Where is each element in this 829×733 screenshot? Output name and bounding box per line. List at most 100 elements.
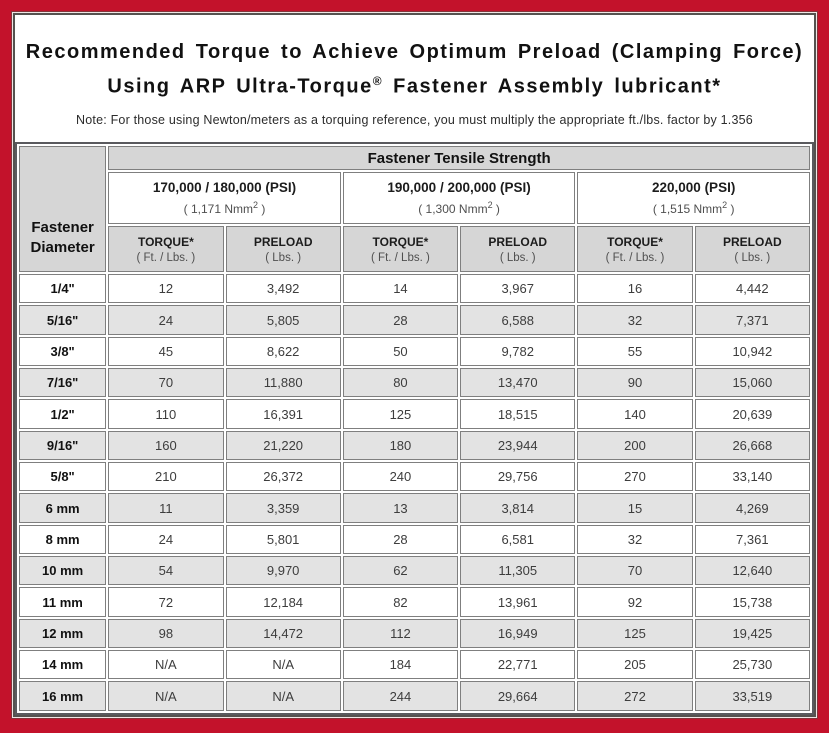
value-cell: 45 bbox=[108, 336, 224, 367]
fastener-diameter-header: Fastener Diameter bbox=[19, 146, 107, 272]
preload-column-header-2: PRELOAD ( Lbs. ) bbox=[460, 226, 576, 272]
value-cell: 112 bbox=[342, 618, 459, 649]
diameter-cell: 1/4" bbox=[19, 274, 107, 304]
value-cell: 15,060 bbox=[694, 368, 810, 398]
value-cell: 7,371 bbox=[694, 305, 810, 335]
value-cell: 205 bbox=[577, 650, 693, 680]
value-cell: 140 bbox=[577, 399, 693, 429]
nmm-sup-1: 2 bbox=[253, 200, 259, 210]
diameter-cell: 9/16" bbox=[19, 430, 107, 461]
value-cell: 10,942 bbox=[694, 336, 810, 367]
torque-unit-1: ( Ft. / Lbs. ) bbox=[136, 251, 196, 264]
value-cell: 125 bbox=[577, 618, 693, 649]
table-row: 12 mm 98 14,472 112 16,949 125 19,425 bbox=[19, 618, 810, 649]
value-cell: 4,269 bbox=[694, 493, 810, 523]
table-row: 16 mm N/A N/A 244 29,664 272 33,519 bbox=[19, 681, 810, 711]
table-row: 8 mm 24 5,801 28 6,581 32 7,361 bbox=[19, 524, 810, 555]
value-cell: 26,668 bbox=[694, 430, 810, 461]
value-cell: 3,967 bbox=[460, 274, 576, 304]
value-cell: 72 bbox=[108, 587, 224, 617]
table-row: 3/8" 45 8,622 50 9,782 55 10,942 bbox=[19, 336, 810, 367]
value-cell: 12,640 bbox=[694, 556, 810, 586]
value-cell: 70 bbox=[577, 556, 693, 586]
value-cell: 80 bbox=[342, 368, 459, 398]
value-cell: 240 bbox=[342, 462, 459, 492]
value-cell: 29,756 bbox=[460, 462, 576, 492]
value-cell: 3,359 bbox=[225, 493, 341, 523]
value-cell: 92 bbox=[577, 587, 693, 617]
torque-label-1: TORQUE* bbox=[137, 234, 194, 249]
value-cell: 16,949 bbox=[460, 618, 576, 649]
value-cell: 62 bbox=[342, 556, 459, 586]
table-row: 5/16" 24 5,805 28 6,588 32 7,371 bbox=[19, 305, 810, 335]
value-cell: 20,639 bbox=[694, 399, 810, 429]
value-cell: N/A bbox=[108, 650, 224, 680]
value-cell: 21,220 bbox=[225, 430, 341, 461]
tensile-strength-header: Fastener Tensile Strength bbox=[108, 146, 810, 170]
value-cell: 29,664 bbox=[460, 681, 576, 711]
value-cell: 12 bbox=[108, 274, 224, 304]
value-cell: 13,961 bbox=[460, 587, 576, 617]
value-cell: 32 bbox=[577, 305, 693, 335]
value-cell: 9,970 bbox=[225, 556, 341, 586]
value-cell: 3,814 bbox=[460, 493, 576, 523]
psi-rating-3: 220,000 (PSI) bbox=[652, 180, 736, 195]
torque-unit-3: ( Ft. / Lbs. ) bbox=[605, 251, 665, 264]
torque-label-3: TORQUE* bbox=[607, 234, 663, 249]
value-cell: 33,519 bbox=[694, 681, 810, 711]
value-cell: 24 bbox=[108, 305, 224, 335]
value-cell: 13 bbox=[342, 493, 459, 523]
preload-column-header-1: PRELOAD ( Lbs. ) bbox=[225, 226, 341, 272]
nmm-rating-1: ( 1,171 Nmm2 ) bbox=[109, 200, 340, 216]
diameter-cell: 11 mm bbox=[19, 587, 107, 617]
value-cell: 160 bbox=[108, 430, 224, 461]
value-cell: 244 bbox=[342, 681, 459, 711]
title-line-2-suffix: Fastener Assembly lubricant* bbox=[383, 75, 722, 98]
registered-trademark-symbol: ® bbox=[372, 74, 384, 88]
title-line-1: Recommended Torque to Achieve Optimum Pr… bbox=[25, 41, 804, 63]
table-row: 9/16" 160 21,220 180 23,944 200 26,668 bbox=[19, 430, 810, 461]
value-cell: 180 bbox=[342, 430, 459, 461]
value-cell: 16,391 bbox=[225, 399, 341, 429]
value-cell: 28 bbox=[342, 524, 459, 555]
value-cell: 6,581 bbox=[460, 524, 576, 555]
table-row: 1/4" 12 3,492 14 3,967 16 4,442 bbox=[19, 274, 810, 304]
value-cell: 32 bbox=[577, 524, 693, 555]
preload-label-3: PRELOAD bbox=[722, 234, 782, 249]
title-line-2: Using ARP Ultra-Torque® Fastener Assembl… bbox=[15, 67, 814, 102]
value-cell: 55 bbox=[577, 336, 693, 367]
value-cell: 16 bbox=[577, 274, 693, 304]
value-cell: 7,361 bbox=[694, 524, 810, 555]
nmm-open-2: ( 1,300 Nmm bbox=[418, 202, 488, 216]
value-cell: 33,140 bbox=[694, 462, 810, 492]
value-cell: 4,442 bbox=[694, 274, 810, 304]
value-cell: 54 bbox=[108, 556, 224, 586]
value-cell: 11,880 bbox=[225, 368, 341, 398]
preload-unit-1: ( Lbs. ) bbox=[265, 251, 302, 264]
nmm-open-3: ( 1,515 Nmm bbox=[652, 202, 723, 216]
value-cell: 11 bbox=[108, 493, 224, 523]
fastener-diameter-line2: Diameter bbox=[30, 239, 95, 256]
value-cell: 50 bbox=[342, 336, 459, 367]
value-cell: 14,472 bbox=[225, 618, 341, 649]
value-cell: 200 bbox=[577, 430, 693, 461]
value-cell: 19,425 bbox=[694, 618, 810, 649]
strength-group-2: 190,000 / 200,000 (PSI) ( 1,300 Nmm2 ) bbox=[342, 172, 576, 224]
value-cell: 15 bbox=[577, 493, 693, 523]
value-cell: 9,782 bbox=[460, 336, 576, 367]
value-cell: 110 bbox=[108, 399, 224, 429]
nmm-close-3: ) bbox=[727, 202, 735, 216]
table-row: 5/8" 210 26,372 240 29,756 270 33,140 bbox=[19, 462, 810, 492]
strength-group-3: 220,000 (PSI) ( 1,515 Nmm2 ) bbox=[577, 172, 810, 224]
diameter-cell: 5/16" bbox=[19, 305, 107, 335]
table-row: 1/2" 110 16,391 125 18,515 140 20,639 bbox=[19, 399, 810, 429]
table-header-row-1: Fastener Diameter Fastener Tensile Stren… bbox=[19, 146, 810, 272]
document-panel: Recommended Torque to Achieve Optimum Pr… bbox=[13, 13, 816, 717]
conversion-note: Note: For those using Newton/meters as a… bbox=[76, 112, 753, 127]
nmm-close-1: ) bbox=[258, 202, 266, 216]
value-cell: 90 bbox=[577, 368, 693, 398]
diameter-cell: 16 mm bbox=[19, 681, 107, 711]
value-cell: 22,771 bbox=[460, 650, 576, 680]
torque-label-2: TORQUE* bbox=[372, 234, 429, 249]
